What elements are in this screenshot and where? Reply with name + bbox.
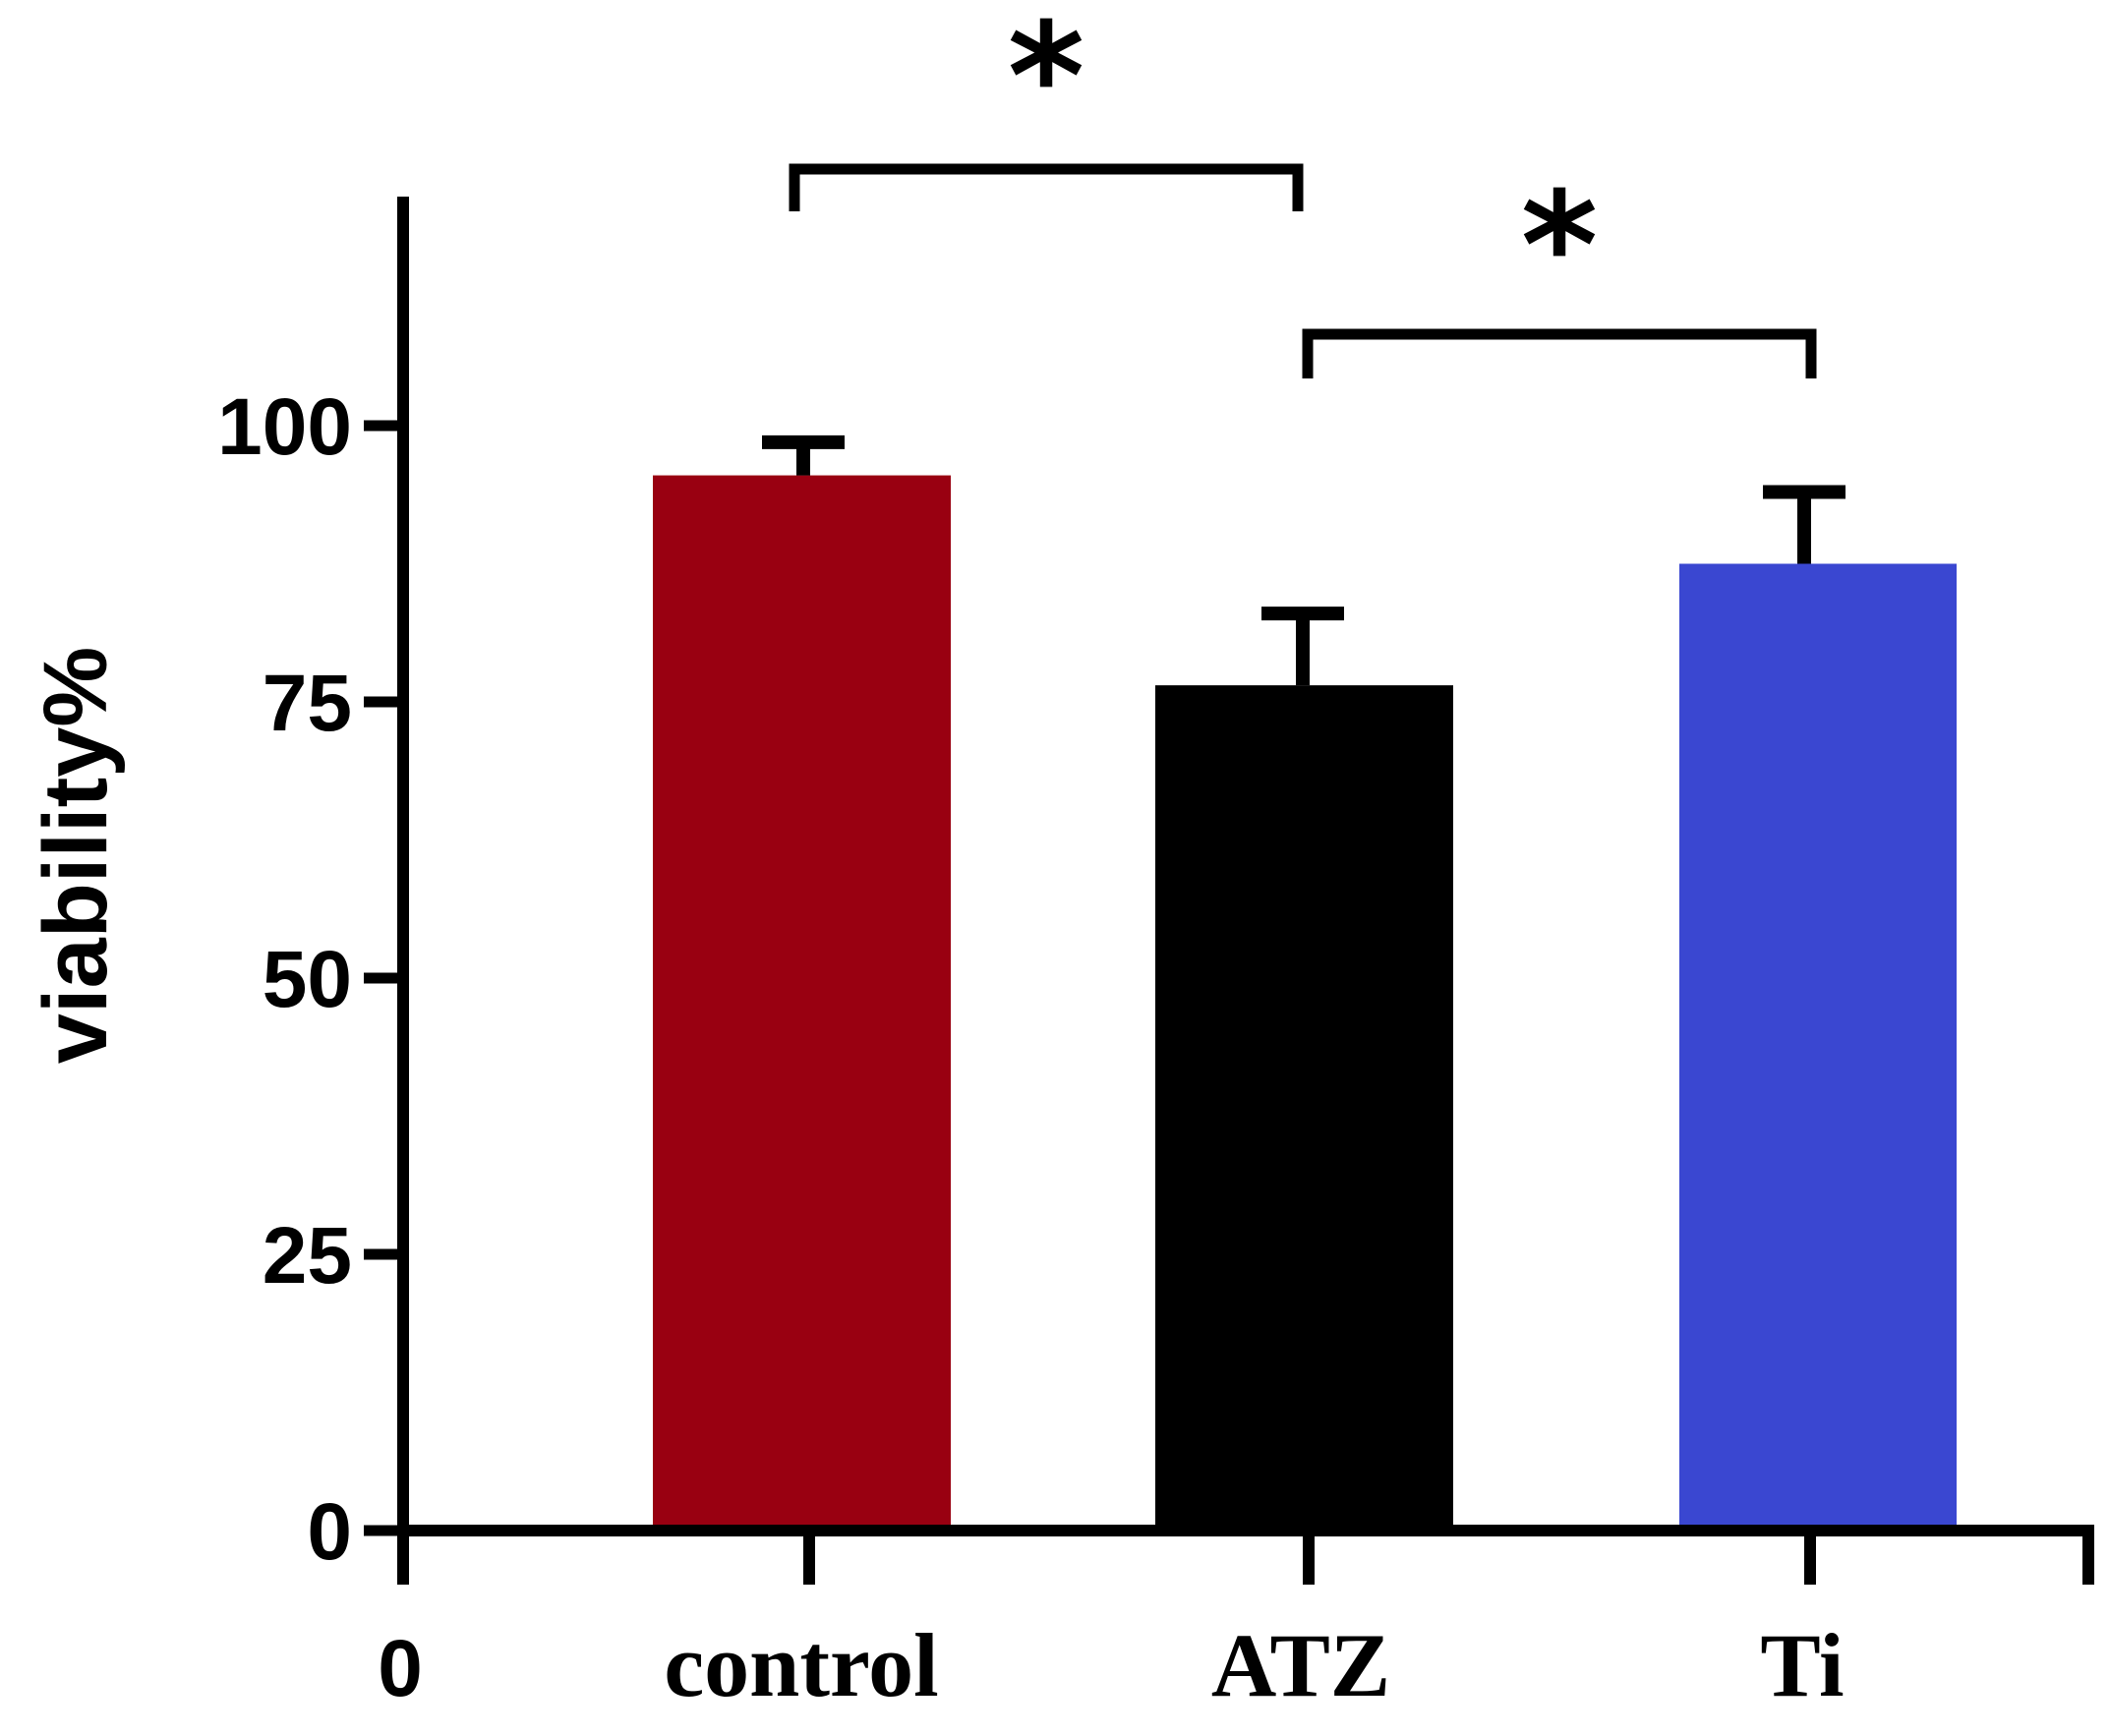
x-tick-label-control: control	[664, 1615, 938, 1715]
y-ticks: 0 25 50 75 100	[217, 382, 403, 1577]
bars	[653, 475, 1957, 1526]
y-tick-label-100: 100	[217, 382, 352, 472]
significance-bracket-1	[789, 163, 1304, 211]
x-tick-label-ti: Ti	[1760, 1615, 1844, 1715]
y-tick-label-75: 75	[263, 659, 352, 748]
bar-control	[653, 475, 951, 1526]
bar-atz	[1155, 685, 1453, 1525]
significance-bracket-2	[1302, 328, 1817, 378]
significance-brackets: **	[789, 0, 1817, 378]
y-tick-label-50: 50	[263, 935, 352, 1024]
y-tick-label-25: 25	[263, 1211, 352, 1301]
x-origin-label: 0	[378, 1624, 423, 1713]
y-tick-label-0: 0	[307, 1487, 352, 1577]
bar-ti	[1679, 563, 1957, 1525]
x-ticks: control ATZ Ti	[664, 1531, 1845, 1715]
x-tick-label-atz: ATZ	[1211, 1615, 1390, 1715]
y-axis-title: viability%	[26, 647, 126, 1064]
significance-star-1: *	[1008, 0, 1084, 163]
error-bars	[762, 434, 1845, 686]
significance-star-2: *	[1521, 161, 1598, 332]
